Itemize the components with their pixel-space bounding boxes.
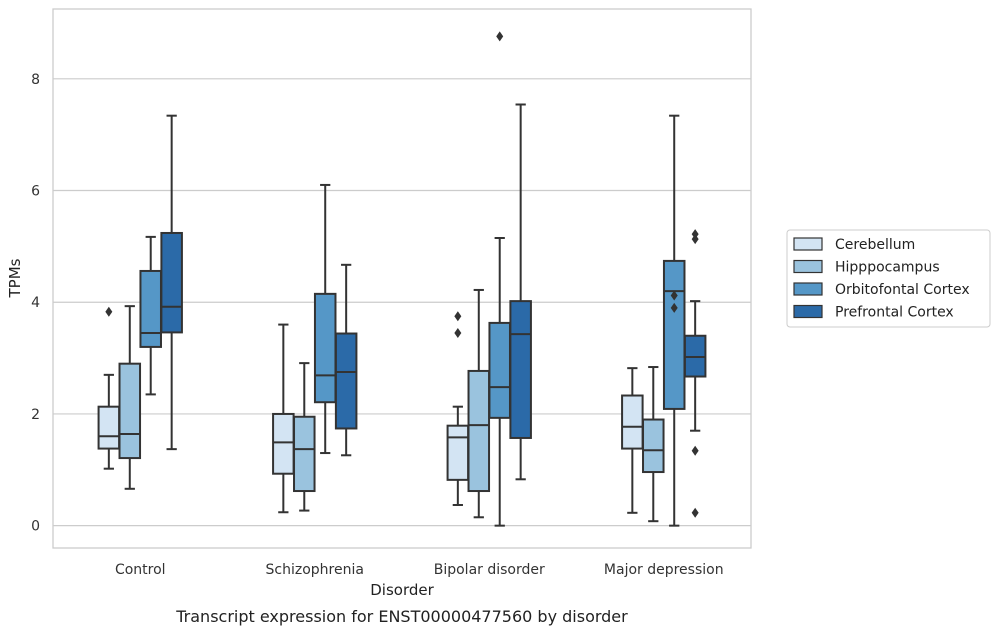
chart-caption: Transcript expression for ENST0000047756… xyxy=(175,607,628,626)
box-iqr xyxy=(488,321,511,419)
x-tick-labels: Control Schizophrenia Bipolar disorder Majo… xyxy=(115,562,724,578)
outlier-point xyxy=(670,302,678,313)
box-iqr xyxy=(97,405,121,450)
outlier-point xyxy=(670,290,678,301)
box-iqr xyxy=(621,394,644,450)
outlier-point xyxy=(691,507,699,518)
outlier-point xyxy=(454,311,462,322)
y-tick-label: 6 xyxy=(31,184,40,200)
box-iqr xyxy=(293,415,316,493)
y-axis-label: TPMs xyxy=(6,258,24,298)
box-iqr xyxy=(118,362,142,460)
box-iqr xyxy=(662,259,686,410)
x-tick-label: Control xyxy=(115,562,166,578)
legend-swatch xyxy=(793,282,823,296)
legend-label: Orbitofontal Cortex xyxy=(835,282,970,298)
box-iqr xyxy=(139,269,162,348)
legend-swatch xyxy=(793,304,823,319)
outlier-point xyxy=(105,306,113,317)
x-tick-label: Schizophrenia xyxy=(266,562,364,578)
outlier-point xyxy=(496,31,504,42)
y-tick-labels: 0 2 4 6 8 xyxy=(31,72,40,535)
y-tick-label: 8 xyxy=(31,72,40,88)
box-iqr xyxy=(642,418,665,474)
legend-swatch xyxy=(793,259,823,274)
legend: Cerebellum Hipppocampus Orbitofontal Corte… xyxy=(786,229,991,328)
plot-area-frame xyxy=(52,8,752,549)
outlier-point xyxy=(691,229,699,240)
outlier-point xyxy=(454,327,462,338)
box-iqr xyxy=(467,369,491,493)
outlier-point xyxy=(691,445,699,456)
box-iqr xyxy=(509,300,532,439)
y-tick-label: 0 xyxy=(31,519,40,535)
outlier-point xyxy=(691,234,699,245)
legend-label: Prefrontal Cortex xyxy=(835,305,954,321)
box-iqr xyxy=(313,292,337,404)
box-series xyxy=(97,31,707,527)
y-tick-label: 2 xyxy=(31,407,40,423)
x-axis-label: Disorder xyxy=(370,581,434,599)
legend-frame xyxy=(786,229,991,328)
box-iqr xyxy=(334,332,358,430)
legend-swatch xyxy=(793,237,823,251)
box-iqr xyxy=(446,424,470,481)
box-iqr xyxy=(160,231,183,334)
x-tick-label: Bipolar disorder xyxy=(434,562,545,578)
legend-label: Cerebellum xyxy=(835,237,915,253)
legend-label: Hipppocampus xyxy=(835,260,940,276)
y-tick-label: 4 xyxy=(31,295,40,311)
x-tick-label: Major depression xyxy=(604,562,724,578)
box-iqr xyxy=(272,412,295,475)
